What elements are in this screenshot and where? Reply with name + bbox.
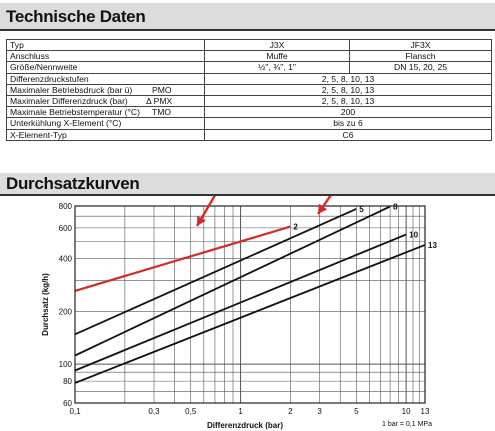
column-header-type: Typ <box>6 38 205 52</box>
column-header-j3x: J3X <box>204 38 350 52</box>
row-label: Unterkühlung X-Element (°C) <box>6 117 205 130</box>
table-row: Größe/Nennweite ½", ¾", 1" DN 15, 20, 25 <box>6 61 492 74</box>
x-tick-label: 0,1 <box>69 407 81 416</box>
chart-series: 2 5 8 10 13 <box>74 202 437 384</box>
row-label: Größe/Nennweite <box>6 61 205 74</box>
y-tick-label: 400 <box>59 255 73 264</box>
cell-value: Flansch <box>349 50 492 63</box>
row-label: Maximale Betriebstemperatur (°C) TMO <box>6 106 205 119</box>
section-divider <box>0 29 495 31</box>
row-label: Maximaler Differenzdruck (bar) Δ PMX <box>6 94 205 108</box>
series-label: 13 <box>428 241 437 250</box>
series-line <box>74 244 426 384</box>
table-row: Maximaler Differenzdruck (bar) Δ PMX 2, 5… <box>6 94 492 108</box>
y-axis-label: Durchsatz (kg/h) <box>41 273 50 336</box>
section-divider <box>0 194 495 196</box>
x-tick-label: 2 <box>288 407 293 416</box>
row-label: Differenzdruckstufen <box>6 72 205 85</box>
cell-value: 2, 5, 8, 10, 13 <box>204 72 492 85</box>
series-line <box>74 205 391 357</box>
row-label: Maximaler Betriebsdruck (bar ü) PMO <box>6 83 205 96</box>
x-axis-ticks: 0,1 0,3 0,5 1 2 3 5 10 13 <box>69 407 430 416</box>
y-axis-ticks: 60 80 100 200 400 600 800 <box>59 202 73 408</box>
specs-table: Typ J3X JF3X Anschluss Muffe Flansch Grö… <box>6 38 492 141</box>
arrow-head <box>318 203 328 214</box>
table-row: X-Element-Typ C6 <box>6 128 492 141</box>
cell-value: 2, 5, 8, 10, 13 <box>204 83 492 96</box>
section-title-curves: Durchsatzkurven <box>0 173 495 196</box>
unit-footnote: 1 bar = 0,1 MPa <box>382 421 432 428</box>
series-label: 10 <box>409 230 418 239</box>
annotation-arrows <box>195 196 332 227</box>
table-header-row: Typ J3X JF3X <box>6 38 492 52</box>
cell-value: ½", ¾", 1" <box>204 61 350 74</box>
table-row: Differenzdruckstufen 2, 5, 8, 10, 13 <box>6 72 492 85</box>
row-label: X-Element-Typ <box>6 128 205 141</box>
chart-grid <box>75 206 426 404</box>
annotation-arrow <box>195 196 216 227</box>
arrow-head <box>197 215 206 226</box>
column-header-jf3x: JF3X <box>349 38 492 52</box>
y-tick-label: 200 <box>59 307 73 316</box>
series-line <box>74 208 357 336</box>
x-tick-label: 10 <box>402 407 411 416</box>
y-tick-label: 60 <box>63 399 72 408</box>
table-row: Maximaler Betriebsdruck (bar ü) PMO 2, 5,… <box>6 83 492 96</box>
row-label: Anschluss <box>6 50 205 63</box>
x-tick-label: 0,5 <box>185 407 197 416</box>
series-line <box>74 225 291 292</box>
section-title-specs: Technische Daten <box>0 3 495 29</box>
y-tick-label: 600 <box>59 224 73 233</box>
y-tick-label: 800 <box>59 202 73 211</box>
row-symbol: Δ PMX <box>146 95 173 106</box>
series-label: 8 <box>393 202 398 211</box>
y-tick-label: 80 <box>63 377 72 386</box>
cell-value: Muffe <box>204 50 350 63</box>
x-tick-label: 13 <box>421 407 430 416</box>
x-tick-label: 1 <box>238 407 243 416</box>
cell-value: 200 <box>204 106 492 119</box>
row-label-text: Maximaler Betriebsdruck (bar ü) <box>10 84 133 95</box>
series-line <box>74 233 407 372</box>
cell-value: DN 15, 20, 25 <box>349 61 492 74</box>
plot-frame <box>74 205 426 404</box>
cell-value: 2, 5, 8, 10, 13 <box>204 94 492 108</box>
row-symbol: PMO <box>152 84 172 95</box>
row-label-text: Maximale Betriebstemperatur (°C) <box>10 107 140 118</box>
series-label: 2 <box>293 223 298 232</box>
x-axis-label: Differenzdruck (bar) <box>207 421 283 430</box>
y-tick-label: 100 <box>59 360 73 369</box>
table-row: Maximale Betriebstemperatur (°C) TMO 200 <box>6 106 492 119</box>
cell-value: bis zu 6 <box>204 117 492 130</box>
row-label-text: Maximaler Differenzdruck (bar) <box>10 96 128 107</box>
table-row: Anschluss Muffe Flansch <box>6 50 492 63</box>
x-tick-label: 5 <box>354 407 359 416</box>
row-symbol: TMO <box>152 107 172 118</box>
series-label: 5 <box>359 205 364 214</box>
table-row: Unterkühlung X-Element (°C) bis zu 6 <box>6 117 492 130</box>
x-tick-label: 3 <box>317 407 322 416</box>
x-tick-label: 0,3 <box>148 407 160 416</box>
cell-value: C6 <box>204 128 492 141</box>
